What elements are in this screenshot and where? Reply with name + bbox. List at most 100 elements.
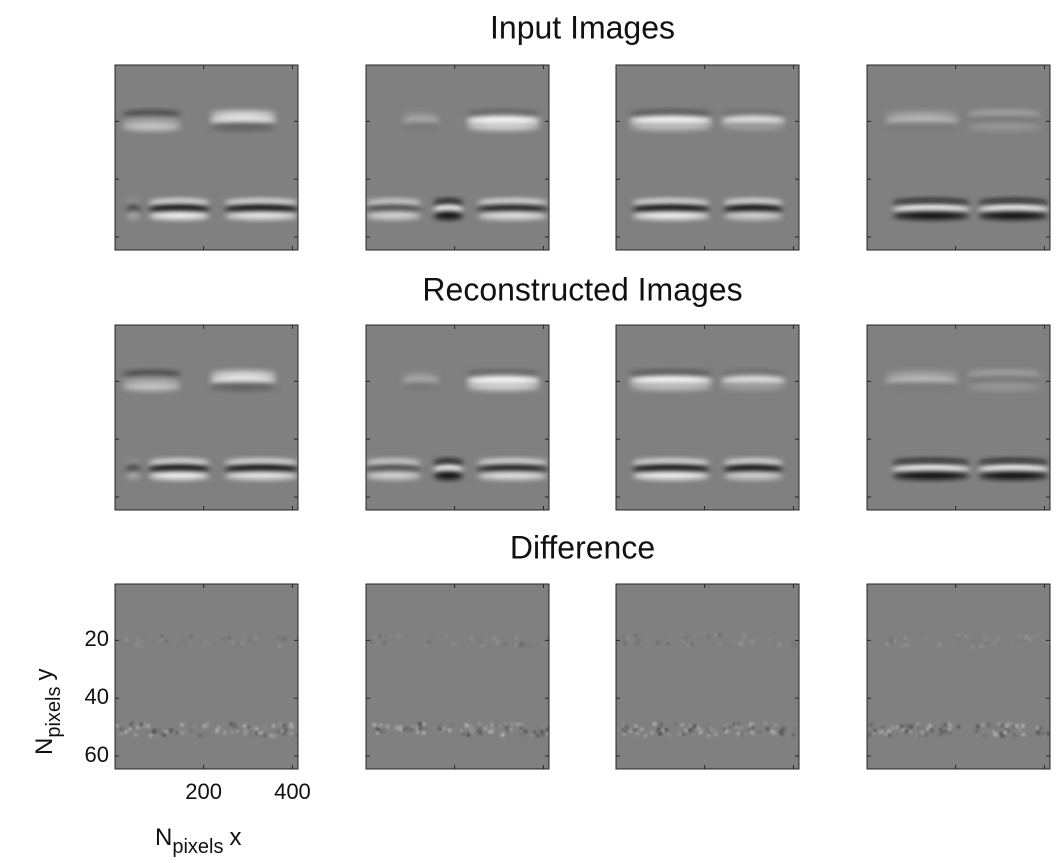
image-noise bbox=[125, 731, 128, 734]
image-noise bbox=[241, 641, 244, 644]
image-noise bbox=[231, 731, 234, 734]
image-noise bbox=[377, 728, 380, 731]
image-noise bbox=[1015, 725, 1018, 728]
image-noise bbox=[660, 723, 663, 726]
image-noise bbox=[905, 725, 908, 728]
image-noise bbox=[888, 730, 891, 733]
image-noise bbox=[237, 645, 240, 648]
image-noise bbox=[921, 731, 924, 734]
image-noise bbox=[1008, 723, 1011, 726]
image-noise bbox=[926, 727, 929, 730]
image-noise bbox=[119, 731, 122, 734]
image-noise bbox=[493, 637, 496, 640]
image-feature bbox=[434, 471, 463, 479]
image-noise bbox=[511, 722, 514, 725]
image-noise bbox=[899, 730, 902, 733]
image-noise bbox=[374, 636, 377, 639]
image-noise bbox=[893, 725, 896, 728]
image-noise bbox=[189, 728, 192, 731]
image-noise bbox=[462, 732, 465, 735]
image-noise bbox=[201, 645, 204, 648]
image-panel bbox=[366, 325, 549, 510]
image-noise bbox=[1022, 733, 1025, 736]
image-noise bbox=[780, 732, 783, 735]
image-noise bbox=[457, 636, 460, 639]
image-background bbox=[867, 65, 1050, 250]
image-background bbox=[867, 325, 1050, 510]
image-noise bbox=[870, 723, 873, 726]
image-noise bbox=[936, 644, 939, 647]
image-noise bbox=[752, 732, 755, 735]
image-feature bbox=[149, 211, 209, 219]
image-noise bbox=[971, 645, 974, 648]
image-noise bbox=[437, 639, 440, 642]
image-noise bbox=[674, 723, 677, 726]
image-noise bbox=[233, 724, 236, 727]
image-noise bbox=[407, 727, 410, 730]
image-noise bbox=[1012, 726, 1015, 729]
image-noise bbox=[888, 734, 891, 737]
image-noise bbox=[739, 726, 742, 729]
image-noise bbox=[231, 641, 234, 644]
image-noise bbox=[625, 728, 628, 731]
image-noise bbox=[973, 640, 976, 643]
image-noise bbox=[1036, 634, 1039, 637]
image-noise bbox=[134, 733, 137, 736]
image-noise bbox=[215, 729, 218, 732]
image-noise bbox=[491, 723, 494, 726]
image-noise bbox=[439, 724, 442, 727]
image-noise bbox=[905, 730, 908, 733]
image-noise bbox=[381, 726, 384, 729]
image-noise bbox=[1018, 728, 1021, 731]
image-noise bbox=[758, 730, 761, 733]
image-noise bbox=[764, 722, 767, 725]
image-noise bbox=[910, 725, 913, 728]
image-feature bbox=[724, 471, 783, 479]
image-feature bbox=[478, 471, 548, 479]
image-noise bbox=[1031, 636, 1034, 639]
image-panel bbox=[867, 65, 1050, 250]
image-feature bbox=[979, 211, 1049, 219]
image-feature bbox=[467, 383, 540, 391]
image-noise bbox=[204, 734, 207, 737]
image-noise bbox=[964, 635, 967, 638]
image-noise bbox=[778, 643, 781, 646]
image-noise bbox=[157, 733, 160, 736]
image-noise bbox=[471, 730, 474, 733]
image-noise bbox=[693, 725, 696, 728]
image-feature bbox=[225, 211, 298, 219]
image-panel bbox=[867, 325, 1050, 510]
image-noise bbox=[657, 728, 660, 731]
image-noise bbox=[281, 639, 284, 642]
image-noise bbox=[141, 726, 144, 729]
image-noise bbox=[470, 725, 473, 728]
image-noise bbox=[376, 731, 379, 734]
image-noise bbox=[869, 635, 872, 638]
image-background bbox=[616, 584, 799, 769]
image-noise bbox=[792, 641, 795, 644]
image-noise bbox=[182, 639, 185, 642]
image-noise bbox=[416, 730, 419, 733]
image-noise bbox=[136, 726, 139, 729]
image-noise bbox=[419, 727, 422, 730]
image-noise bbox=[279, 635, 282, 638]
image-noise bbox=[543, 643, 546, 646]
image-noise bbox=[719, 643, 722, 646]
image-noise bbox=[207, 642, 210, 645]
image-noise bbox=[248, 644, 251, 647]
image-noise bbox=[270, 734, 273, 737]
image-noise bbox=[1025, 725, 1028, 728]
image-noise bbox=[370, 640, 373, 643]
image-noise bbox=[905, 643, 908, 646]
image-noise bbox=[141, 639, 144, 642]
image-noise bbox=[928, 724, 931, 727]
image-noise bbox=[640, 728, 643, 731]
image-background bbox=[366, 65, 549, 250]
image-noise bbox=[399, 728, 402, 731]
image-noise bbox=[206, 723, 209, 726]
image-noise bbox=[1013, 734, 1016, 737]
image-noise bbox=[140, 645, 143, 648]
image-noise bbox=[524, 730, 527, 733]
image-noise bbox=[169, 645, 172, 648]
image-noise bbox=[212, 641, 215, 644]
